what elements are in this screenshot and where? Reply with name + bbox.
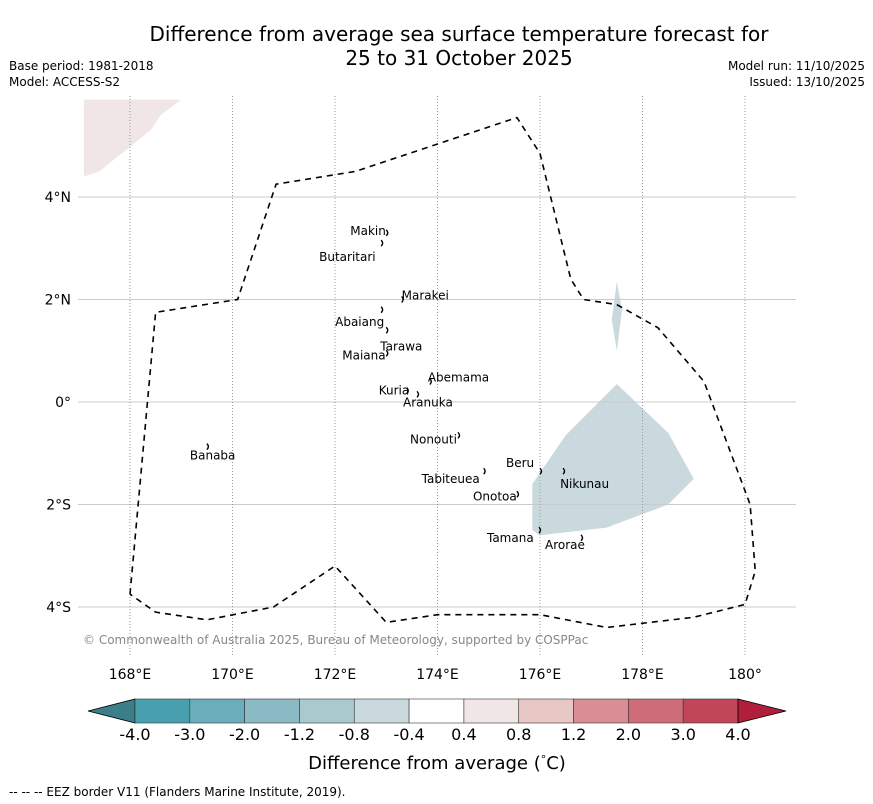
island-shape [385, 229, 389, 237]
chart-title: Difference from average sea surface temp… [0, 22, 873, 70]
eez-border-layer [129, 116, 757, 629]
model-run: Model run: 11/10/2025 [727, 59, 865, 73]
model-name: Model: ACCESS-S2 [9, 75, 121, 89]
island-label: Onotoa [473, 489, 517, 503]
colorbar-bin [408, 698, 465, 724]
island-shape [385, 349, 389, 357]
colorbar-tick-label: 2.0 [616, 725, 641, 744]
colorbar-bin [244, 698, 300, 724]
anomaly-layer [83, 99, 694, 536]
island-label: Tarawa [379, 339, 422, 353]
island-shape [401, 296, 404, 303]
island-shape [457, 431, 461, 439]
island-shape [206, 443, 210, 451]
colorbar-bin [573, 698, 629, 724]
anomaly-region [611, 281, 622, 351]
lat-tick-label: 2°N [45, 293, 71, 309]
colorbar-bin [299, 698, 355, 724]
island-label: Maiana [342, 348, 385, 362]
lat-tick-label: 2°S [46, 498, 71, 514]
base-period: Base period: 1981-2018 [9, 59, 154, 73]
lon-tick-label: 176°E [519, 667, 562, 683]
chart-title-line2: 25 to 31 October 2025 [345, 46, 573, 70]
island-label: Kuria [379, 384, 410, 398]
colorbar-tick-label: -4.0 [119, 725, 150, 744]
lon-tick-label: 178°E [621, 667, 664, 683]
meta-left: Base period: 1981-2018 Model: ACCESS-S2 [9, 58, 154, 90]
colorbar-tick-label: 1.2 [561, 725, 586, 744]
island-label: Abemama [428, 371, 489, 385]
colorbar-bin [463, 698, 520, 724]
copyright-text: © Commonwealth of Australia 2025, Bureau… [83, 633, 588, 647]
island-shape [406, 387, 409, 395]
axis-tick-labels: 168°E 170°E 172°E 174°E 176°E 178°E 180° 4°N 2°N… [45, 190, 762, 683]
island-shape [539, 467, 543, 475]
meta-right: Model run: 11/10/2025 Issued: 13/10/2025 [728, 58, 865, 90]
lat-tick-label: 0° [55, 395, 71, 411]
colorbar-tick-label: -0.4 [393, 725, 424, 744]
island-shape [516, 490, 520, 498]
colorbar-tick-label: -3.0 [174, 725, 205, 744]
colorbar-tick-label: 0.4 [451, 725, 476, 744]
colorbar-bin [189, 698, 245, 724]
island-label: Butaritari [319, 250, 376, 264]
anomaly-region [83, 99, 182, 177]
colorbar-bin [628, 698, 684, 724]
island-label: Tamana [486, 531, 534, 545]
colorbar-title-suffix: C) [546, 753, 566, 774]
island-shape [416, 390, 420, 398]
island-label: Nonouti [410, 432, 457, 446]
island-shape [562, 467, 566, 475]
island-label: Banaba [190, 449, 236, 463]
chart-title-line1: Difference from average sea surface temp… [149, 22, 769, 46]
colorbar-over-arrow [737, 698, 787, 724]
colorbar-title-prefix: Difference from average ( [308, 753, 541, 774]
lon-tick-label: 168°E [109, 667, 152, 683]
island-layer: Makin Butaritari Marakei Abaiang TarawaMaian… [190, 224, 609, 552]
lon-tick-label: 172°E [314, 667, 357, 683]
island-label: Arorae [545, 538, 585, 552]
island-label: Beru [506, 456, 534, 470]
island-label: Tabiteuea [421, 472, 480, 486]
colorbar-bin [353, 698, 410, 724]
island-label: Aranuka [403, 395, 453, 409]
island-shape [380, 306, 384, 314]
island-shape [385, 326, 389, 334]
island-label: Nikunau [560, 477, 609, 491]
island-label: Marakei [402, 289, 449, 303]
colorbar-tick-label: -1.2 [284, 725, 315, 744]
colorbar-under-arrow [87, 698, 136, 724]
colorbar-bin [134, 698, 191, 724]
island-shape [580, 534, 584, 542]
colorbar-tick-label: -2.0 [229, 725, 260, 744]
lat-tick-label: 4°S [46, 600, 71, 616]
island-label: Makin [350, 224, 386, 238]
colorbar-title-degree: ° [541, 753, 547, 766]
colorbar-tick-label: -0.8 [339, 725, 370, 744]
gridlines [78, 96, 796, 656]
eez-footnote: -- -- -- EEZ border V11 (Flanders Marine… [9, 785, 346, 799]
colorbar-bin [518, 698, 574, 724]
island-shape [538, 526, 542, 534]
island-shape [483, 467, 486, 475]
island-label: Abaiang [335, 315, 384, 329]
colorbar: -4.0 -3.0 -2.0 -1.2 -0.8 -0.4 0.4 0.8 1.2 2.0 3.0 4… [87, 698, 787, 744]
island-shape [429, 378, 433, 385]
colorbar-tick-label: 0.8 [506, 725, 531, 744]
lon-tick-label: 180° [728, 667, 762, 683]
island-shape [380, 239, 384, 247]
lat-tick-label: 4°N [45, 190, 71, 206]
issued-date: Issued: 13/10/2025 [749, 75, 865, 89]
colorbar-tick-label: 4.0 [725, 725, 750, 744]
anomaly-region [532, 384, 694, 536]
colorbar-tick-label: 3.0 [670, 725, 695, 744]
eez-border-line [129, 116, 757, 629]
colorbar-bin [682, 698, 739, 724]
lon-tick-label: 170°E [211, 667, 254, 683]
colorbar-title: Difference from average (°C) [308, 753, 566, 774]
lon-tick-label: 174°E [416, 667, 459, 683]
